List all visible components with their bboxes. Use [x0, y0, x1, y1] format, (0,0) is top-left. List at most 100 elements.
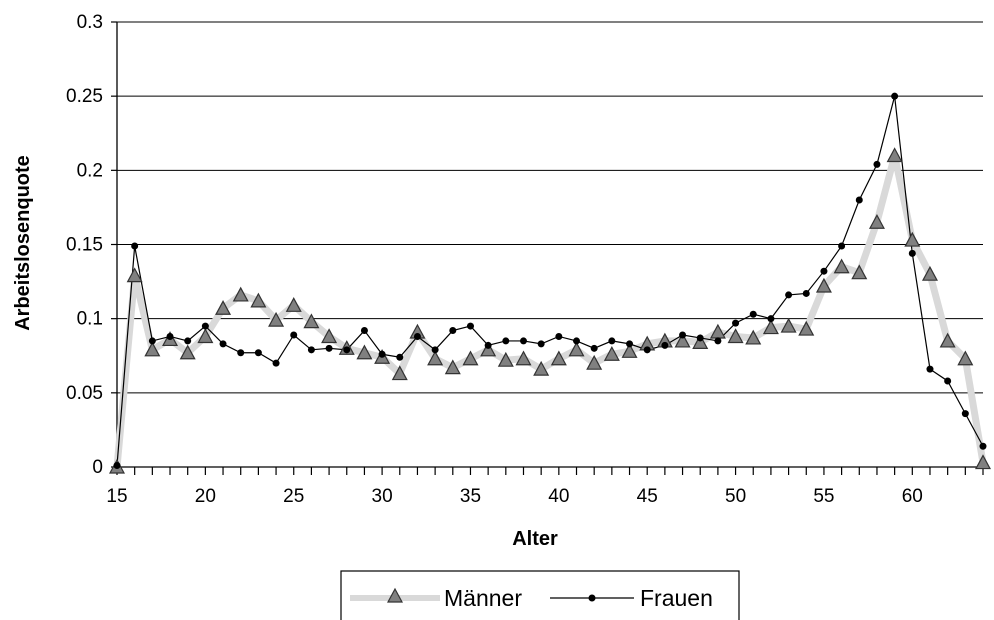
point-maenner [179, 344, 196, 360]
point-frauen [891, 92, 899, 100]
point-maenner [692, 334, 709, 349]
point-maenner [780, 317, 797, 333]
point-frauen [484, 341, 492, 349]
point-maenner [762, 319, 779, 335]
legend-maenner-label: Männer [444, 585, 522, 611]
point-maenner [957, 350, 974, 366]
point-frauen [502, 337, 510, 345]
point-maenner [462, 350, 479, 366]
point-frauen [855, 196, 863, 204]
point-frauen [873, 160, 881, 168]
y-tick-label: 0.3 [77, 12, 103, 33]
point-frauen [732, 319, 740, 327]
legend: Männer Frauen [340, 570, 740, 620]
point-maenner [144, 341, 161, 357]
series [108, 92, 992, 474]
y-tick-label: 0.15 [66, 235, 103, 256]
point-maenner [303, 313, 320, 329]
point-frauen [696, 334, 704, 342]
y-tick-label: 0.1 [77, 309, 103, 330]
point-frauen [820, 267, 828, 275]
point-frauen [908, 249, 916, 257]
point-frauen [431, 346, 439, 354]
point-frauen [979, 442, 987, 450]
point-maenner [674, 332, 691, 348]
point-maenner [356, 344, 373, 360]
point-maenner [533, 360, 550, 376]
point-frauen [643, 346, 651, 354]
point-frauen [290, 331, 298, 339]
x-tick-label: 40 [548, 486, 569, 507]
point-maenner [550, 350, 567, 366]
x-tick-labels: 15 20 25 30 35 40 45 50 55 60 [106, 486, 922, 507]
point-frauen [802, 289, 810, 297]
point-frauen [413, 332, 421, 340]
point-maenner [798, 320, 815, 336]
x-tick-label: 30 [372, 486, 393, 507]
point-frauen [360, 327, 368, 335]
point-frauen [767, 315, 775, 323]
x-tick-label: 20 [195, 486, 216, 507]
point-frauen [396, 353, 404, 361]
point-maenner [197, 328, 214, 344]
point-maenner [851, 264, 868, 280]
y-tick-label: 0 [92, 457, 103, 478]
point-frauen [378, 350, 386, 358]
point-maenner [603, 346, 620, 361]
point-maenner [568, 341, 585, 357]
point-frauen [626, 340, 634, 348]
point-maenner [285, 297, 302, 312]
x-tick-label: 55 [813, 486, 834, 507]
point-frauen [961, 410, 969, 418]
point-maenner [904, 231, 921, 247]
legend-frauen-label: Frauen [640, 585, 713, 611]
point-frauen [749, 310, 757, 318]
point-frauen [237, 349, 245, 357]
x-tick-label: 60 [902, 486, 923, 507]
point-maenner [833, 258, 850, 274]
y-axis-title: Arbeitslosenquote [12, 155, 34, 331]
point-maenner [939, 332, 956, 348]
x-tick-label: 50 [725, 486, 746, 507]
gridlines [117, 21, 983, 394]
point-frauen [608, 337, 616, 345]
point-frauen [254, 349, 262, 357]
point-frauen [519, 337, 527, 345]
y-tick-labels: 0 0.05 0.1 0.15 0.2 0.25 0.3 [66, 12, 103, 478]
point-frauen [661, 341, 669, 349]
point-maenner [868, 213, 885, 229]
point-frauen [944, 377, 952, 385]
point-maenner [427, 350, 444, 366]
x-tick-label: 35 [460, 486, 481, 507]
legend-frauen-circle-icon [588, 594, 596, 602]
point-frauen [307, 346, 315, 354]
point-maenner [745, 329, 762, 345]
point-maenner [250, 292, 267, 308]
x-tick-label: 15 [106, 486, 127, 507]
axes [111, 21, 984, 475]
point-frauen [590, 344, 598, 352]
legend-maenner-triangle-icon [386, 587, 404, 603]
point-maenner [921, 265, 938, 281]
point-maenner [391, 365, 408, 381]
point-maenner [232, 286, 249, 302]
point-frauen [325, 344, 333, 352]
point-maenner [444, 359, 461, 375]
point-maenner [268, 311, 285, 327]
point-maenner [515, 350, 532, 366]
point-frauen [466, 322, 474, 330]
y-tick-label: 0.2 [77, 160, 103, 181]
point-frauen [926, 365, 934, 373]
point-frauen [573, 337, 581, 345]
point-frauen [184, 337, 192, 345]
point-maenner [974, 454, 992, 470]
point-maenner [497, 351, 514, 367]
x-axis-title: Alter [512, 528, 558, 550]
point-frauen [131, 242, 139, 250]
point-frauen [148, 337, 156, 345]
point-frauen [785, 291, 793, 299]
point-maenner [886, 147, 903, 163]
point-frauen [449, 327, 457, 335]
point-frauen [537, 340, 545, 348]
point-frauen [838, 242, 846, 250]
